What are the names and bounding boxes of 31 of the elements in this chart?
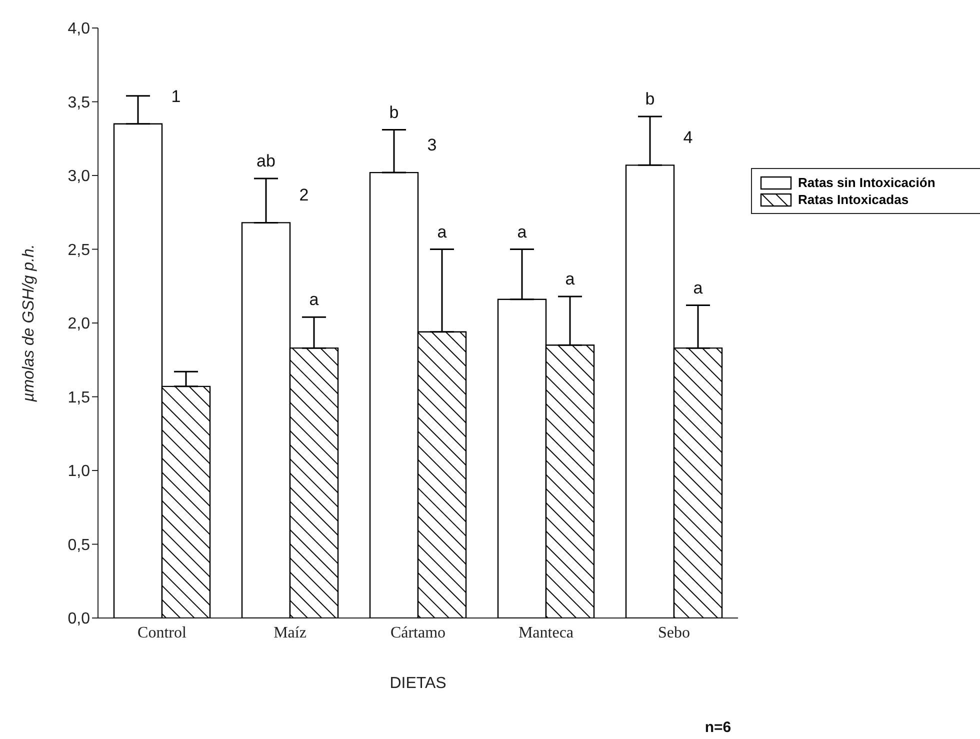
annotation: 1 — [171, 86, 181, 106]
annotation: 3 — [427, 136, 437, 155]
y-axis-title: µmolas de GSH/g p.h. — [20, 244, 38, 403]
x-axis-title: DIETAS — [390, 675, 446, 692]
y-tick-label: 4,0 — [68, 20, 90, 38]
annotation: 2 — [299, 186, 309, 205]
y-tick-label: 0,5 — [68, 536, 90, 554]
annotation: b — [645, 90, 655, 108]
y-tick-label: 3,5 — [68, 94, 90, 112]
annotation: 4 — [683, 128, 693, 148]
x-tick-label: Cártamo — [390, 624, 446, 642]
y-tick-label: 2,0 — [68, 316, 90, 333]
x-tick-label: Control — [138, 624, 187, 642]
x-tick-label: Sebo — [658, 624, 690, 642]
annotation: a — [693, 278, 704, 298]
annotation: ab — [256, 151, 276, 170]
annotation: a — [309, 290, 320, 310]
x-tick-label: Maíz — [274, 624, 306, 642]
y-tick-label: 1,5 — [68, 389, 90, 406]
y-tick-label: 2,5 — [68, 242, 90, 259]
y-tick-label: 0,0 — [68, 610, 90, 628]
legend-label: Ratas Intoxicadas — [798, 192, 909, 207]
annotation: b — [389, 102, 399, 122]
annotation: a — [517, 222, 528, 242]
x-tick-label: Manteca — [518, 624, 574, 642]
annotation: a — [565, 269, 576, 288]
y-tick-label: 1,0 — [68, 463, 90, 480]
annotation: a — [437, 222, 448, 242]
text: n=6 — [704, 719, 732, 736]
y-tick-label: 3,0 — [68, 168, 90, 186]
legend-label: Ratas sin Intoxicación — [798, 175, 936, 190]
